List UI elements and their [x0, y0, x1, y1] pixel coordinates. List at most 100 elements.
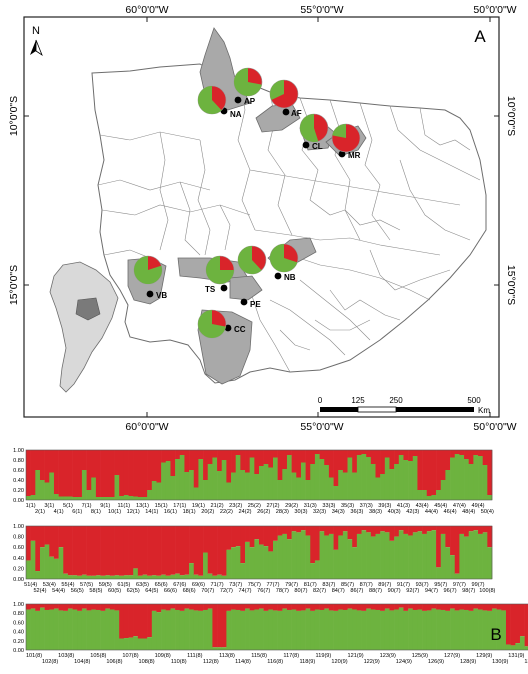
bar-green [263, 546, 269, 579]
state-outline [91, 63, 487, 384]
y-tick-label: 0.00 [13, 498, 24, 504]
x-tick-label-bottom: 128(9) [460, 659, 476, 665]
x-tick-label-bottom: 106(8) [106, 659, 122, 665]
bar-green [217, 574, 223, 579]
x-tick-label-bottom: 44(4) [425, 509, 438, 515]
bar-green [91, 609, 97, 650]
graticule-ticks [24, 17, 499, 417]
pie-af [269, 79, 299, 109]
bar-green [137, 497, 143, 500]
pie-green-slice [198, 310, 226, 339]
bar-red [91, 604, 97, 610]
bar-red [403, 526, 409, 534]
bar-red [151, 450, 157, 481]
x-tick-label-bottom: 98(7) [462, 588, 475, 594]
bar-red [431, 450, 437, 495]
bar-red [310, 450, 316, 464]
bar-green [217, 647, 223, 650]
x-tick-label-bottom: 130(9) [492, 659, 508, 665]
bar-red [226, 450, 232, 483]
bar-green [324, 465, 330, 500]
bar-red [394, 526, 400, 537]
pie-ap [233, 67, 263, 97]
bar-green [314, 454, 320, 500]
bar-red [67, 450, 73, 497]
bar-green [193, 610, 199, 650]
bar-green [333, 610, 339, 650]
bar-red [375, 526, 381, 534]
bar-red [356, 450, 362, 455]
bar-red [184, 450, 190, 472]
bar-green [403, 533, 409, 579]
scale-seg-2 [357, 406, 397, 413]
bar-green [86, 575, 92, 579]
bar-red [459, 450, 465, 455]
bar-green [417, 531, 423, 579]
x-tick-label-bottom: 70(7) [201, 588, 214, 594]
bar-red [459, 604, 465, 610]
site-dot-ap [234, 96, 242, 104]
pie-green-slice [269, 244, 298, 272]
bar-red [468, 526, 474, 532]
bar-red [170, 526, 176, 575]
bar-green [300, 462, 306, 500]
bar-green [137, 638, 143, 650]
bar-red [394, 450, 400, 464]
pie-mr [331, 123, 361, 153]
bar-red [417, 604, 423, 610]
bar-green [203, 609, 209, 650]
pie-green-slice [198, 86, 222, 114]
bar-red [142, 604, 148, 639]
x-tick-label-bottom: 16(1) [164, 509, 177, 515]
bar-green [319, 459, 325, 500]
x-tick-label-bottom: 20(2) [201, 509, 214, 515]
structure-row-3: 0.00 0.20 0.40 0.60 0.80 1.00 101(8) 103(8) 105(… [13, 602, 528, 665]
bar-green [291, 472, 297, 500]
bar-green [67, 575, 73, 579]
bar-red [492, 604, 497, 609]
scale-tick-250: 250 [389, 396, 403, 405]
bar-green [240, 470, 246, 500]
y-tick-label: 0.80 [13, 458, 24, 464]
bar-green [459, 455, 465, 500]
bar-green [142, 638, 148, 650]
bar-red [277, 526, 283, 536]
x-tick-label-bottom: 80(7) [294, 588, 307, 594]
bar-red [342, 604, 348, 610]
pie-na [197, 85, 227, 115]
bar-green [286, 539, 292, 579]
bar-green [398, 607, 404, 650]
bar-red [300, 526, 306, 531]
y-tick-label: 0.40 [13, 630, 24, 636]
bar-green [361, 530, 367, 579]
x-tick-label-top: 131(9) [508, 653, 524, 659]
bar-red [328, 526, 334, 534]
bar-red [300, 604, 306, 611]
bar-green [422, 490, 428, 500]
bar-red [296, 604, 302, 611]
scale-bar: 0 125 250 500 Km [318, 396, 491, 415]
bar-green [30, 608, 36, 650]
x-tick-label-bottom: 30(3) [294, 509, 307, 515]
bar-red [189, 450, 195, 470]
bar-green [492, 608, 497, 650]
bar-green [49, 472, 55, 500]
bar-red [412, 526, 418, 533]
bar-green [170, 574, 176, 579]
bar-red [142, 450, 148, 497]
bar-red [464, 526, 469, 537]
site-dot-af [282, 108, 290, 116]
bar-red [398, 604, 404, 608]
bar-red [305, 604, 311, 609]
bar-red [151, 526, 157, 576]
bar-red [142, 526, 148, 575]
y-tick-label: 0.40 [13, 478, 24, 484]
scale-seg-3 [396, 407, 474, 412]
x-tick-label-bottom: 18(1) [183, 509, 196, 515]
bar-red [147, 450, 153, 490]
bar-green [86, 490, 92, 500]
x-tick-label-bottom: 102(8) [42, 659, 58, 665]
bar-green [361, 610, 367, 650]
bar-green [454, 610, 460, 650]
lat-label-10s-left: 10°0'0"S [8, 96, 20, 136]
